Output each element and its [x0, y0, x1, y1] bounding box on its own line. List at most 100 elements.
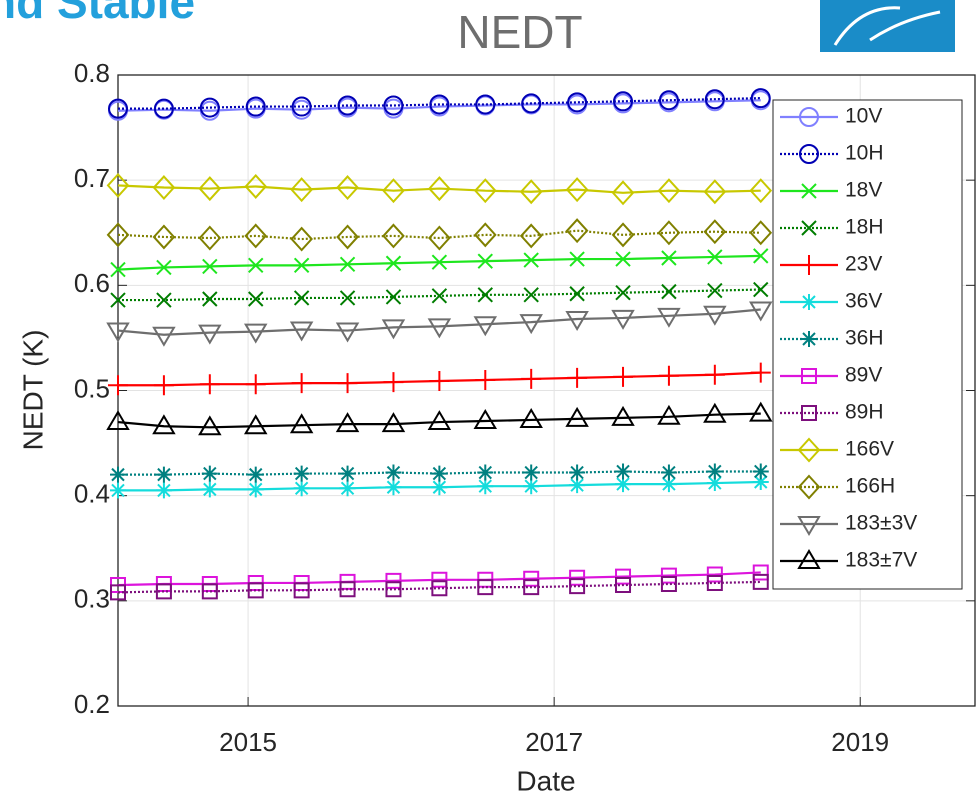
marker	[660, 464, 677, 481]
legend-label: 36H	[845, 327, 884, 350]
marker	[750, 88, 771, 109]
legend: 10V 10H 18V 18H 23V 36V 36H 89V 89H 166V 166H 183±3…	[772, 99, 963, 590]
marker	[243, 414, 268, 435]
marker	[337, 373, 358, 394]
marker	[247, 582, 264, 599]
marker	[248, 257, 264, 274]
chart-title: NEDT	[457, 6, 582, 58]
marker	[569, 477, 586, 494]
marker	[156, 259, 172, 276]
marker	[339, 465, 356, 482]
marker	[110, 466, 126, 483]
marker	[615, 476, 632, 493]
x-tick-label: 2019	[831, 727, 889, 757]
y-tick-label: 0.4	[74, 479, 110, 509]
marker	[382, 223, 405, 249]
marker	[198, 225, 222, 251]
legend-marker	[801, 294, 817, 310]
marker	[293, 257, 310, 274]
marker	[477, 464, 494, 481]
marker	[569, 251, 585, 267]
marker	[615, 577, 632, 594]
legend-marker	[801, 331, 817, 347]
marker	[337, 95, 358, 116]
marker	[108, 98, 128, 119]
series-line	[117, 571, 761, 587]
marker	[152, 414, 176, 435]
marker	[521, 368, 542, 389]
legend-marker	[799, 107, 819, 127]
marker	[382, 178, 405, 204]
legend-marker	[801, 368, 817, 384]
marker	[473, 316, 498, 337]
x-tick-label: 2015	[219, 727, 277, 757]
marker	[473, 178, 497, 204]
marker	[155, 583, 172, 600]
marker	[657, 404, 681, 425]
marker	[569, 464, 586, 481]
marker	[153, 98, 174, 119]
marker	[523, 252, 539, 268]
marker	[611, 180, 635, 206]
marker	[477, 253, 493, 269]
marker	[293, 465, 310, 482]
marker	[293, 480, 310, 497]
marker	[706, 463, 723, 480]
marker	[660, 576, 677, 593]
marker	[660, 476, 677, 493]
legend-label: 183±3V	[845, 512, 917, 535]
marker	[477, 478, 494, 495]
marker	[198, 324, 222, 345]
marker	[201, 465, 218, 482]
marker	[519, 223, 543, 249]
legend-label: 36V	[845, 290, 882, 313]
marker	[428, 225, 451, 251]
marker	[611, 309, 635, 330]
legend-label: 166H	[845, 475, 895, 498]
marker	[657, 178, 681, 204]
marker	[523, 478, 540, 495]
marker	[431, 479, 448, 496]
marker	[293, 290, 310, 306]
marker	[475, 94, 496, 115]
legend-marker	[801, 405, 817, 421]
marker	[247, 481, 264, 498]
y-tick-label: 0.3	[74, 584, 110, 614]
marker	[657, 307, 681, 328]
y-tick-label: 0.8	[74, 58, 110, 88]
marker	[339, 290, 356, 306]
marker	[202, 258, 218, 275]
marker	[615, 284, 631, 301]
marker	[199, 97, 220, 118]
y-axis-label: NEDT (K)	[17, 330, 48, 451]
marker	[473, 222, 497, 248]
marker	[706, 475, 723, 492]
logo	[820, 0, 955, 52]
marker	[753, 281, 769, 298]
marker	[152, 224, 176, 250]
marker	[110, 292, 126, 308]
marker	[106, 322, 130, 343]
marker	[703, 179, 727, 205]
marker	[291, 373, 312, 394]
legend-marker	[801, 220, 817, 236]
marker	[473, 409, 498, 429]
slide-header: nd Stable	[0, 0, 195, 28]
series-line	[117, 184, 761, 194]
logo-mark	[833, 6, 941, 46]
legend-label: 18H	[845, 216, 884, 239]
marker	[750, 362, 771, 383]
marker	[477, 579, 494, 596]
marker	[752, 473, 769, 490]
marker	[565, 177, 589, 203]
marker	[427, 318, 452, 339]
marker	[244, 173, 268, 199]
marker	[385, 464, 402, 481]
legend-label: 18V	[845, 179, 882, 202]
marker	[335, 412, 360, 433]
series-line	[117, 580, 761, 594]
marker	[152, 326, 176, 347]
marker	[108, 375, 128, 396]
marker	[152, 175, 176, 201]
marker	[523, 579, 540, 596]
